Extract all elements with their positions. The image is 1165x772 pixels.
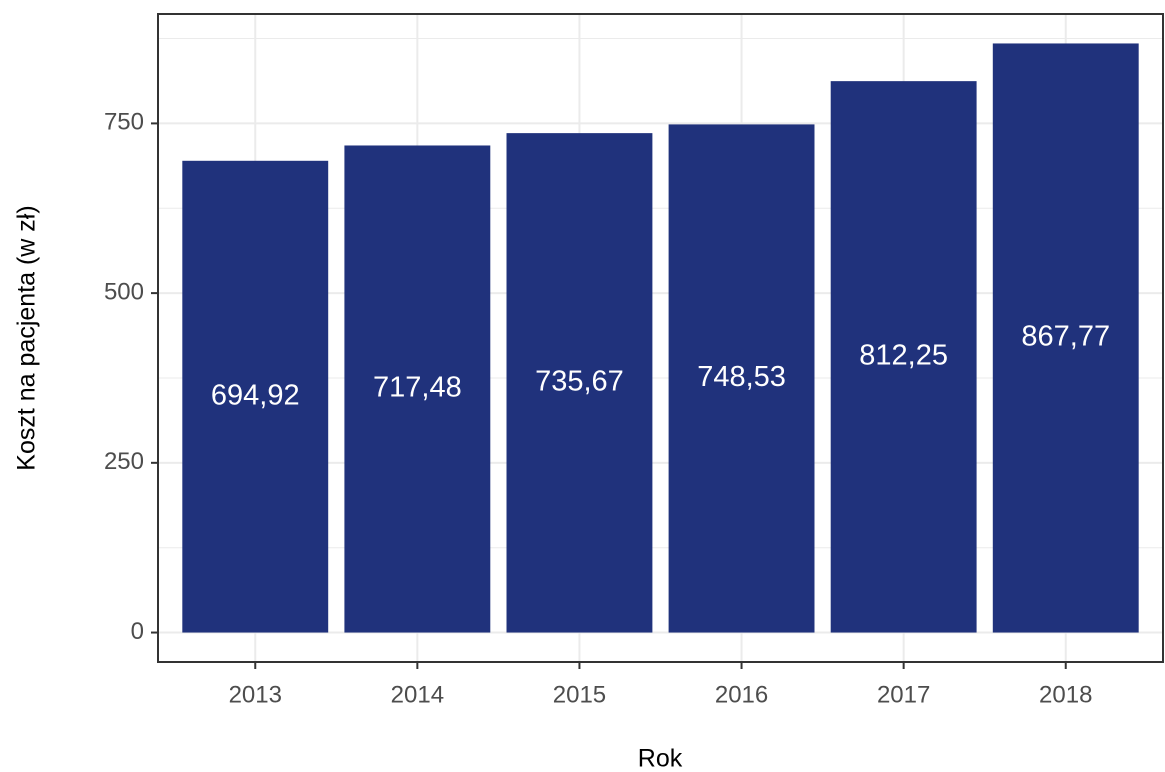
x-tick-label: 2014	[391, 681, 444, 708]
y-tick-label: 0	[131, 618, 144, 645]
panel-border	[157, 13, 1164, 663]
value-label: 717,48	[373, 372, 462, 404]
value-label: 735,67	[535, 365, 624, 397]
bar	[668, 124, 815, 633]
x-axis-title: Rok	[638, 745, 683, 772]
x-tick-label: 2015	[553, 681, 606, 708]
y-tick-label: 250	[104, 448, 144, 475]
bar	[182, 160, 329, 633]
bar	[830, 81, 977, 633]
value-label: 812,25	[859, 340, 948, 372]
x-tick-label: 2017	[877, 681, 930, 708]
x-tick-label: 2018	[1039, 681, 1092, 708]
y-axis-title: Koszt na pacjenta (w zł)	[13, 205, 41, 470]
x-tick-label: 2013	[229, 681, 282, 708]
y-tick-label: 500	[104, 278, 144, 305]
x-tick-label: 2016	[715, 681, 768, 708]
y-tick-label: 750	[104, 109, 144, 136]
bar	[992, 43, 1139, 633]
value-label: 867,77	[1021, 321, 1110, 353]
value-label: 748,53	[697, 361, 786, 393]
bar	[344, 145, 491, 633]
bar	[506, 133, 653, 633]
value-label: 694,92	[211, 379, 300, 411]
